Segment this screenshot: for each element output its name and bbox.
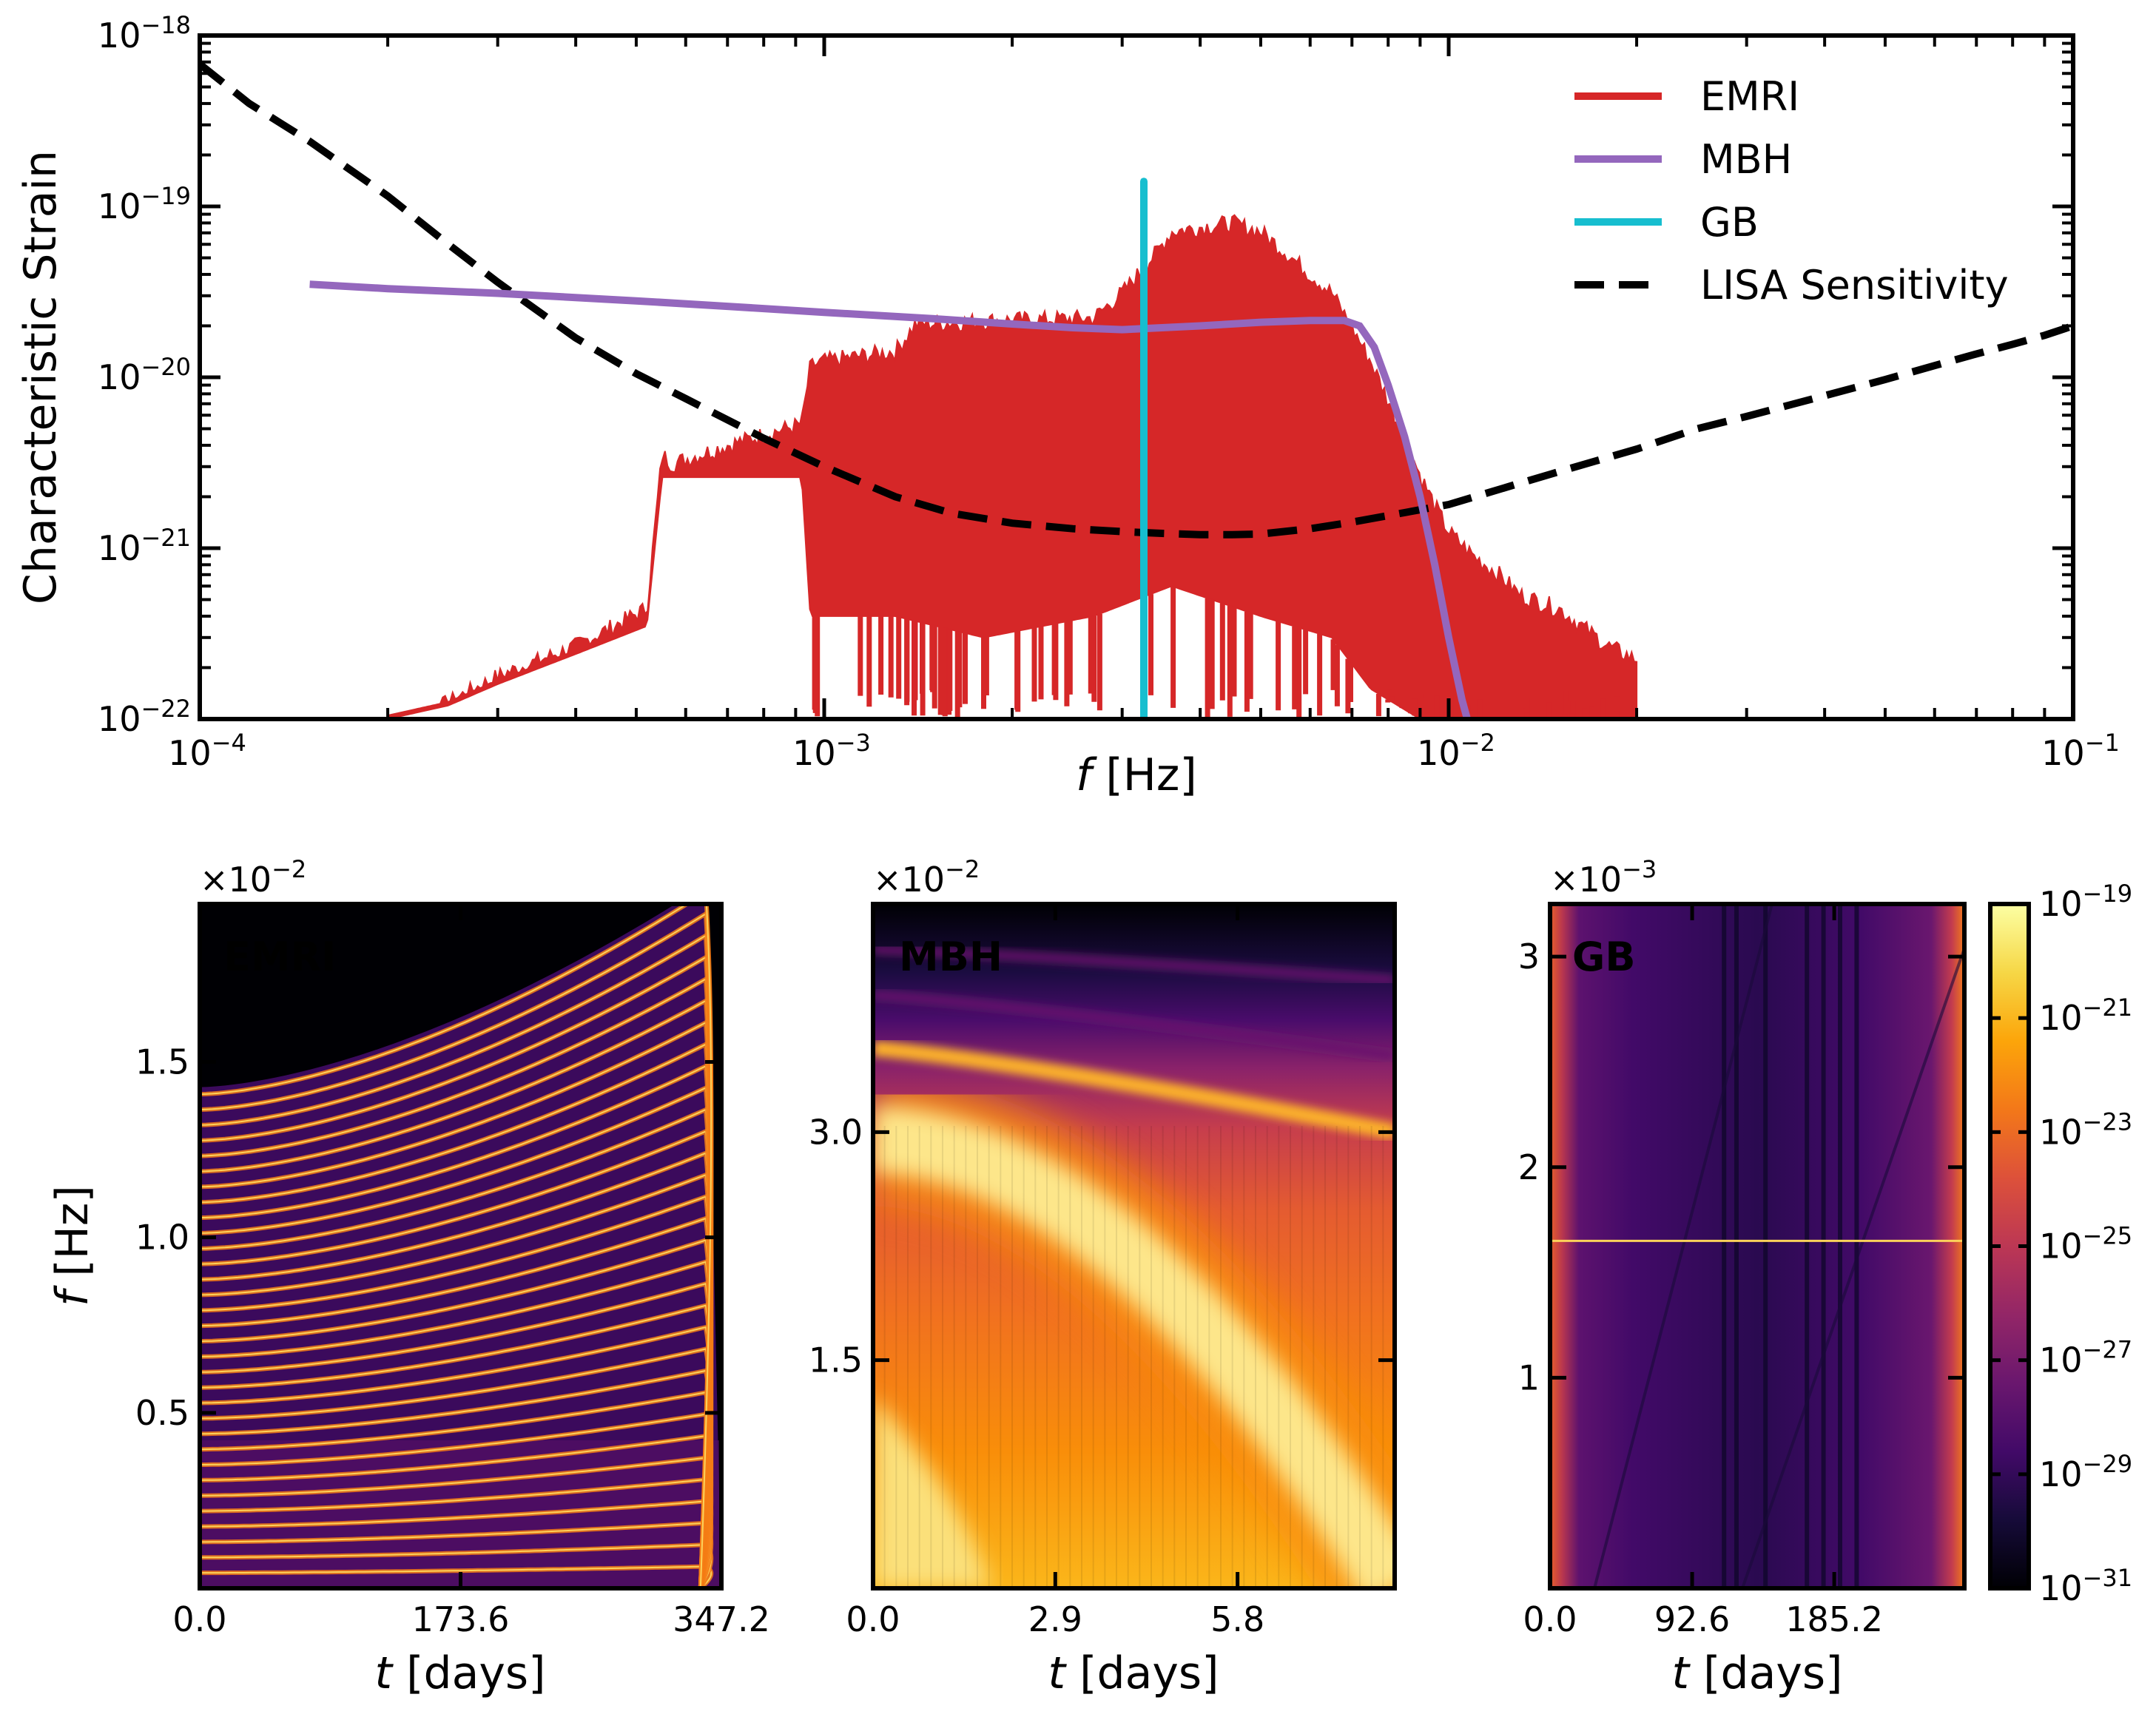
- gb-y-tick-label: 2: [1518, 1147, 1540, 1187]
- strain-y-axis-label: Characteristic Strain: [15, 150, 67, 604]
- gb-multiplier: ×10−3: [1550, 855, 1657, 900]
- y-tick-label: 10−19: [98, 182, 191, 226]
- emri-harmonic-track-core: [200, 1500, 713, 1588]
- gb-x-tick-label: 185.2: [1785, 1599, 1883, 1639]
- x-tick-label: 10−4: [168, 729, 246, 773]
- mbh-panel-label: MBH: [899, 934, 1003, 980]
- legend-label-emri: EMRI: [1700, 73, 1799, 120]
- colorbar-tick-label: 10−25: [2039, 1222, 2132, 1266]
- x-tick-label: 10−3: [792, 729, 871, 773]
- emri-y-tick-label: 0.5: [135, 1393, 189, 1433]
- emri-x-tick-label: 173.6: [412, 1599, 510, 1639]
- emri-track-region: [200, 904, 721, 1588]
- y-tick-label: 10−21: [98, 524, 191, 568]
- strain-spectrum-panel: 10−4 10−3 10−2 10−1 10−22 10−21 10−20 10−19 10−1…: [15, 11, 2120, 801]
- gb-panel-label: GB: [1572, 934, 1635, 980]
- mbh-track: [873, 1106, 1395, 1588]
- gb-spectrogram-panel: 0.0 92.6 185.2 1 2 3 GB ×10−3 t [days]: [1518, 855, 1967, 1699]
- gb-spectrogram-tracks: [1550, 904, 1964, 1588]
- mbh-spectrogram-ticks: 0.0 2.9 5.8 1.5 3.0: [809, 904, 1395, 1639]
- mbh-series: [309, 280, 1472, 719]
- emri-x-tick-label: 0.0: [172, 1599, 226, 1639]
- gb-x-axis-label: t [days]: [1671, 1647, 1842, 1699]
- colorbar-tick-label: 10−31: [2039, 1564, 2132, 1608]
- mbh-multiplier: ×10−2: [873, 855, 980, 900]
- legend-label-lisa: LISA Sensitivity: [1700, 262, 2009, 308]
- gb-alias-diagonal: [1593, 904, 1773, 1588]
- mbh-x-tick-label: 0.0: [846, 1599, 900, 1639]
- colorbar: 10−19 10−21 10−23 10−25 10−27 10−29 10−31: [1988, 880, 2132, 1608]
- gb-y-tick-label: 3: [1518, 937, 1540, 976]
- mbh-x-tick-label: 5.8: [1210, 1599, 1264, 1639]
- gb-spectrogram-background: [1550, 904, 1964, 1588]
- emri-spectrogram-frame: [198, 902, 724, 1590]
- mbh-y-tick-label: 1.5: [809, 1340, 863, 1380]
- colorbar-tick-label: 10−27: [2039, 1336, 2132, 1380]
- legend-label-gb: GB: [1700, 199, 1759, 246]
- emri-harmonic-track-core: [200, 1478, 713, 1588]
- mbh-spectrogram-tracks: [873, 945, 1395, 1588]
- gb-spectrogram-ticks: 0.0 92.6 185.2 1 2 3: [1518, 904, 1964, 1639]
- emri-harmonic-track-core: [200, 1522, 713, 1588]
- gb-spectrogram-frame: [1548, 902, 1967, 1590]
- x-tick-label: 10−1: [2041, 729, 2120, 773]
- emri-y-axis-label: f [Hz]: [47, 1185, 98, 1306]
- emri-series: [387, 214, 1638, 719]
- legend-label-mbh: MBH: [1700, 136, 1792, 183]
- emri-y-tick-label: 1.5: [135, 1042, 189, 1082]
- gb-alias-diagonal: [1741, 948, 1964, 1588]
- strain-plot-area: [200, 61, 2073, 719]
- mbh-track: [873, 1040, 1395, 1141]
- colorbar-ticks: 10−19 10−21 10−23 10−25 10−27 10−29 10−31: [1990, 880, 2132, 1608]
- mbh-low-glow: [873, 1396, 991, 1588]
- emri-harmonic-track-core: [200, 1544, 713, 1588]
- emri-multiplier: ×10−2: [200, 855, 306, 900]
- gb-x-tick-label: 92.6: [1654, 1599, 1730, 1639]
- gb-x-tick-label: 0.0: [1523, 1599, 1577, 1639]
- colorbar-tick-label: 10−29: [2039, 1450, 2132, 1494]
- strain-x-axis-label: f [Hz]: [1076, 749, 1197, 801]
- gb-y-tick-label: 1: [1518, 1357, 1540, 1397]
- y-tick-label: 10−18: [98, 11, 191, 55]
- y-tick-label: 10−20: [98, 353, 191, 397]
- y-tick-label: 10−22: [98, 695, 191, 739]
- colorbar-tick-label: 10−19: [2039, 880, 2132, 924]
- mbh-x-tick-label: 2.9: [1028, 1599, 1082, 1639]
- mbh-track: [873, 991, 1395, 1061]
- colorbar-tick-label: 10−21: [2039, 994, 2132, 1038]
- mbh-spectrogram-frame: [871, 902, 1397, 1590]
- emri-spectrogram-tracks: [200, 904, 721, 1588]
- emri-noise-spikes: [812, 587, 1620, 719]
- emri-x-tick-label: 347.2: [673, 1599, 770, 1639]
- mbh-x-axis-label: t [days]: [1048, 1647, 1219, 1699]
- emri-spectrogram-panel: 0.0 173.6 347.2 0.5 1.0 1.5 EMRI ×10−2 f [Hz]…: [47, 855, 770, 1699]
- emri-harmonic-track-core: [200, 904, 713, 1588]
- strain-plot-frame: [198, 33, 2075, 721]
- emri-harmonic-track-core: [200, 1565, 713, 1588]
- mbh-track: [873, 945, 1395, 985]
- x-tick-label: 10−2: [1417, 729, 1495, 773]
- emri-y-tick-label: 1.0: [135, 1218, 189, 1258]
- legend: EMRI MBH GB LISA Sensitivity: [1574, 73, 2009, 308]
- emri-x-axis-label: t [days]: [374, 1647, 545, 1699]
- lisa-sensitivity-series: [200, 61, 2073, 539]
- mbh-y-tick-label: 3.0: [809, 1112, 863, 1152]
- colorbar-tick-label: 10−23: [2039, 1107, 2132, 1152]
- emri-panel-label: EMRI: [223, 934, 336, 980]
- mbh-spectrogram-panel: 0.0 2.9 5.8 1.5 3.0 MBH ×10−2 t [days]: [809, 855, 1397, 1699]
